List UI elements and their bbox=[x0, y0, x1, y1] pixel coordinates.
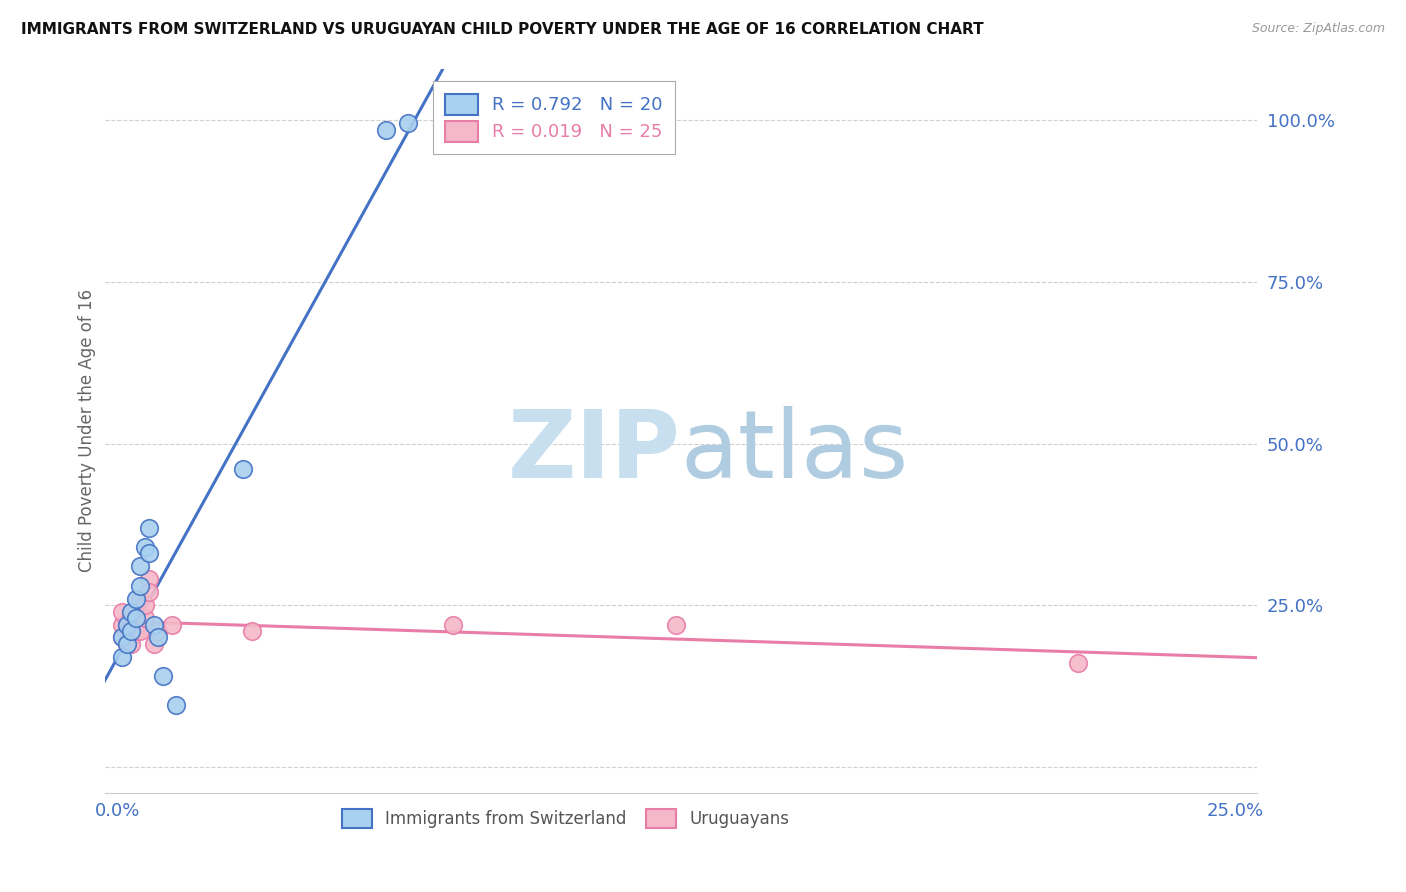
Text: Source: ZipAtlas.com: Source: ZipAtlas.com bbox=[1251, 22, 1385, 36]
Text: IMMIGRANTS FROM SWITZERLAND VS URUGUAYAN CHILD POVERTY UNDER THE AGE OF 16 CORRE: IMMIGRANTS FROM SWITZERLAND VS URUGUAYAN… bbox=[21, 22, 984, 37]
Point bbox=[125, 611, 148, 625]
Point bbox=[142, 617, 165, 632]
Point bbox=[152, 669, 174, 683]
Point bbox=[441, 617, 464, 632]
Point bbox=[120, 631, 142, 645]
Text: ZIP: ZIP bbox=[508, 407, 681, 499]
Point bbox=[142, 637, 165, 651]
Point bbox=[232, 462, 254, 476]
Point bbox=[111, 631, 134, 645]
Point bbox=[120, 605, 142, 619]
Point bbox=[129, 591, 152, 606]
Point bbox=[125, 591, 148, 606]
Point bbox=[396, 116, 419, 130]
Point bbox=[111, 605, 134, 619]
Text: atlas: atlas bbox=[681, 407, 910, 499]
Point bbox=[134, 540, 156, 554]
Point bbox=[160, 617, 183, 632]
Point bbox=[1067, 657, 1090, 671]
Legend: Immigrants from Switzerland, Uruguayans: Immigrants from Switzerland, Uruguayans bbox=[335, 803, 796, 835]
Point bbox=[111, 631, 134, 645]
Point bbox=[120, 611, 142, 625]
Point bbox=[115, 617, 138, 632]
Point bbox=[120, 637, 142, 651]
Point bbox=[125, 624, 148, 638]
Point bbox=[129, 559, 152, 574]
Point bbox=[240, 624, 263, 638]
Point bbox=[665, 617, 688, 632]
Point bbox=[138, 520, 160, 534]
Point bbox=[125, 617, 148, 632]
Point bbox=[138, 546, 160, 560]
Point bbox=[115, 617, 138, 632]
Point bbox=[138, 572, 160, 586]
Point bbox=[115, 637, 138, 651]
Point bbox=[138, 585, 160, 599]
Point bbox=[115, 637, 138, 651]
Point bbox=[148, 624, 170, 638]
Point bbox=[111, 617, 134, 632]
Y-axis label: Child Poverty Under the Age of 16: Child Poverty Under the Age of 16 bbox=[79, 289, 96, 572]
Point bbox=[111, 649, 134, 664]
Point bbox=[165, 698, 187, 713]
Point bbox=[134, 598, 156, 612]
Point bbox=[134, 611, 156, 625]
Point bbox=[120, 624, 142, 638]
Point bbox=[129, 579, 152, 593]
Point bbox=[129, 624, 152, 638]
Point bbox=[148, 631, 170, 645]
Point bbox=[125, 605, 148, 619]
Point bbox=[115, 624, 138, 638]
Point bbox=[375, 123, 398, 137]
